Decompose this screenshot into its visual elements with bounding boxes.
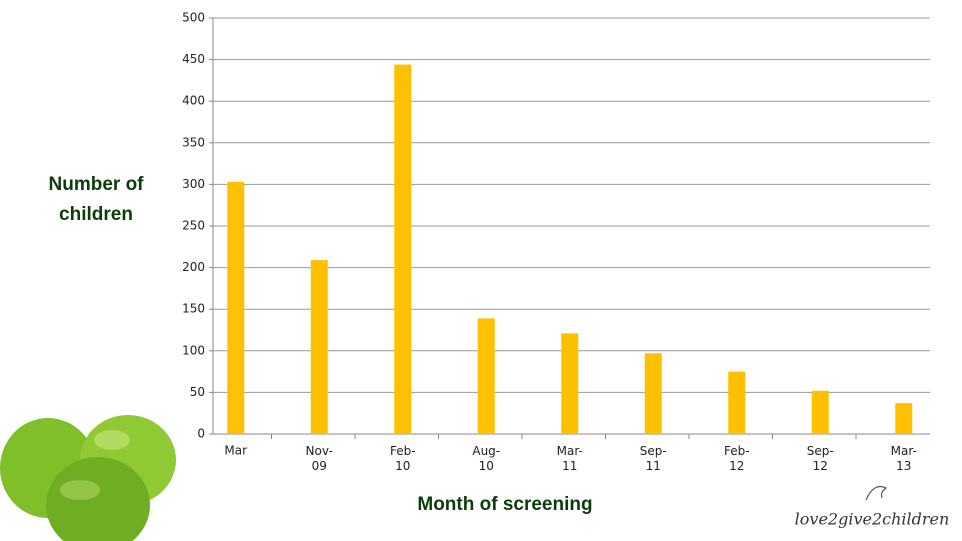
y-tick-label: 50 (190, 385, 205, 399)
y-tick-label: 0 (197, 427, 205, 441)
apples (0, 415, 176, 541)
y-tick-label: 300 (182, 177, 205, 191)
x-axis-title: Month of screening (417, 494, 592, 515)
x-tick-label: Nov-09 (306, 444, 333, 473)
x-tick-label: Mar-11 (557, 444, 583, 473)
y-tick-label: 400 (182, 94, 205, 108)
y-tick-label: 150 (182, 302, 205, 316)
bar (728, 371, 746, 434)
bar (561, 333, 579, 434)
logo-bird (865, 485, 888, 501)
x-tick-label: Mar-13 (891, 444, 917, 473)
y-tick-label: 500 (182, 11, 205, 25)
bar (477, 318, 495, 434)
y-tick-label: 100 (182, 343, 205, 357)
x-tick-label: Feb-10 (390, 444, 416, 473)
bar (310, 260, 328, 434)
x-tick-label: Sep-12 (807, 444, 834, 473)
bar (644, 353, 662, 434)
x-tick-label: Aug-10 (472, 444, 500, 473)
x-tick-label: Feb-12 (724, 444, 750, 473)
bar (394, 64, 412, 434)
bar (895, 403, 913, 434)
x-tick-label: Mar (224, 444, 247, 458)
bar (227, 181, 245, 434)
y-tick-label: 250 (182, 219, 205, 233)
y-tick-label: 450 (182, 52, 205, 66)
y-tick-label: 200 (182, 260, 205, 274)
x-tick-label: Sep-11 (640, 444, 667, 473)
bar (811, 390, 829, 434)
y-tick-label: 350 (182, 135, 205, 149)
y-axis-title: Number of children (49, 174, 145, 225)
logo: love2give2children (795, 510, 950, 529)
